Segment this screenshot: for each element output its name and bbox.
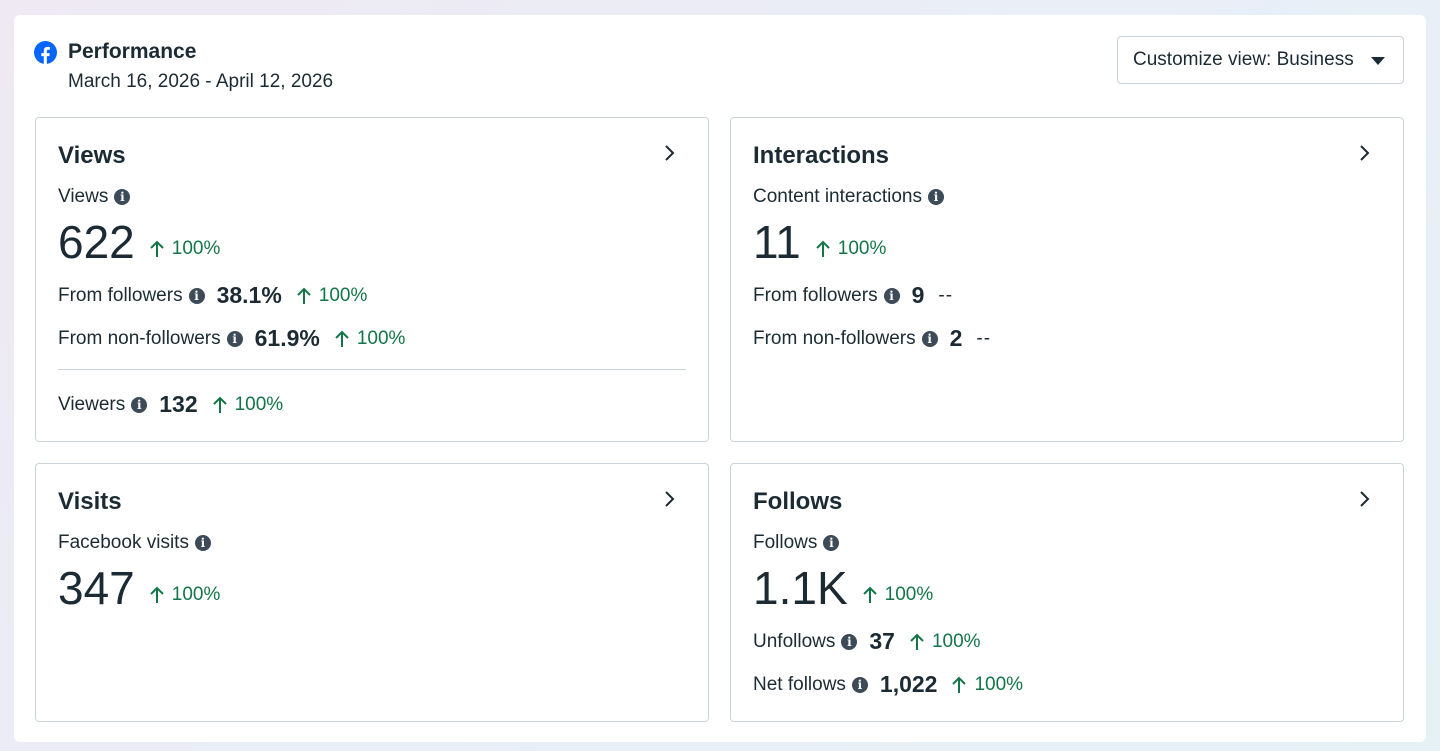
arrow-up-icon [297,287,311,304]
trend-value: 100% [318,284,368,306]
trend-value: 100% [837,238,887,259]
arrow-up-icon [862,586,877,603]
from-nonfollowers-label: From non-followers [58,327,221,349]
chevron-right-icon[interactable] [660,490,678,508]
chevron-right-icon[interactable] [1355,490,1373,508]
from-nonfollowers-value: 2 [949,325,963,351]
info-icon[interactable]: i [928,189,944,205]
info-icon[interactable]: i [194,535,211,551]
info-icon[interactable]: i [851,676,868,693]
card-title: Views [58,142,126,169]
trend-value: 100% [974,673,1024,695]
follows-card[interactable]: Follows Follows i 1.1K 100% Unfollows i … [730,463,1404,722]
unfollows-label: Unfollows [753,630,836,652]
views-value-row: 622 100% [58,215,220,269]
card-title: Follows [753,488,843,515]
trend-value: 100% [356,327,406,349]
trend-value: 100% [931,630,981,652]
from-nonfollowers-value: 61.9% [254,325,320,351]
net-follows-label: Net follows [753,673,846,695]
trend-value: 100% [884,584,934,605]
viewers-row: Viewers i 132 100% [58,391,283,418]
metric-label: Content interactions i [753,186,944,208]
metric-label: Views i [58,186,131,208]
metric-label: Facebook visits i [58,532,211,554]
unfollows-value: 37 [869,628,895,654]
arrow-up-icon [816,240,830,257]
follows-value-row: 1.1K 100% [753,561,933,615]
facebook-logo-icon [34,41,57,64]
customize-view-dropdown[interactable]: Customize view: Business [1117,36,1404,84]
facebook-visits-label: Facebook visits [58,532,189,553]
trend-value: 100% [171,238,221,259]
from-followers-row: From followers i 38.1% 100% [58,282,367,309]
trend-indicator: 100% [862,584,934,606]
follows-value: 1.1K [753,562,848,614]
page-title: Performance [68,40,197,63]
trend-indicator: 100% [951,674,1023,696]
arrow-up-icon [910,633,924,650]
info-icon[interactable]: i [823,535,840,551]
performance-panel: Performance March 16, 2026 - April 12, 2… [14,15,1426,742]
arrow-up-icon [212,396,227,413]
trend-indicator: 100% [212,393,284,416]
caret-down-icon [1371,57,1385,65]
viewers-label: Viewers [58,393,126,415]
info-icon[interactable]: i [226,330,243,347]
trend-empty: -- [976,327,992,349]
follows-label: Follows [753,532,818,553]
info-icon[interactable]: i [883,287,900,304]
viewers-value: 132 [159,391,198,417]
unfollows-row: Unfollows i 37 100% [753,628,981,655]
metric-label: Follows i [753,532,840,554]
from-followers-label: From followers [753,284,878,306]
card-title: Interactions [753,142,890,169]
customize-view-label: Customize view: Business [1133,49,1354,70]
info-icon[interactable]: i [114,189,131,205]
trend-indicator: 100% [334,327,406,350]
chevron-right-icon[interactable] [1355,144,1373,162]
info-icon[interactable]: i [841,633,858,650]
trend-value: 100% [171,584,221,605]
visits-value-row: 347 100% [58,561,220,615]
trend-indicator: 100% [909,631,981,653]
trend-indicator: 100% [815,238,887,260]
from-nonfollowers-row: From non-followers i 2 -- [753,325,991,352]
info-icon[interactable]: i [921,330,938,347]
from-nonfollowers-row: From non-followers i 61.9% 100% [58,325,405,352]
trend-value: 100% [234,393,284,415]
interactions-value: 11 [753,216,801,268]
from-followers-label: From followers [58,284,183,306]
from-followers-row: From followers i 9 -- [753,282,953,309]
net-follows-row: Net follows i 1,022 100% [753,671,1023,698]
from-nonfollowers-label: From non-followers [753,327,916,349]
content-interactions-label: Content interactions [753,186,922,207]
trend-indicator: 100% [149,238,221,260]
chevron-right-icon[interactable] [660,144,678,162]
from-followers-value: 9 [911,282,925,308]
visits-value: 347 [58,562,135,614]
divider [58,369,686,370]
visits-card[interactable]: Visits Facebook visits i 347 100% [35,463,709,722]
arrow-up-icon [952,676,967,693]
trend-indicator: 100% [296,284,368,307]
trend-empty: -- [938,284,954,306]
views-card[interactable]: Views Views i 622 100% From followers i … [35,117,709,442]
date-range: March 16, 2026 - April 12, 2026 [68,71,334,92]
views-value: 622 [58,216,135,268]
info-icon[interactable]: i [131,396,148,413]
interactions-card[interactable]: Interactions Content interactions i 11 1… [730,117,1404,442]
arrow-up-icon [150,586,164,603]
interactions-value-row: 11 100% [753,215,886,269]
card-title: Visits [58,488,122,515]
views-label: Views [58,186,109,207]
arrow-up-icon [335,330,349,347]
trend-indicator: 100% [149,584,221,606]
arrow-up-icon [150,240,164,257]
net-follows-value: 1,022 [879,671,938,697]
from-followers-value: 38.1% [216,282,282,308]
info-icon[interactable]: i [188,287,205,304]
